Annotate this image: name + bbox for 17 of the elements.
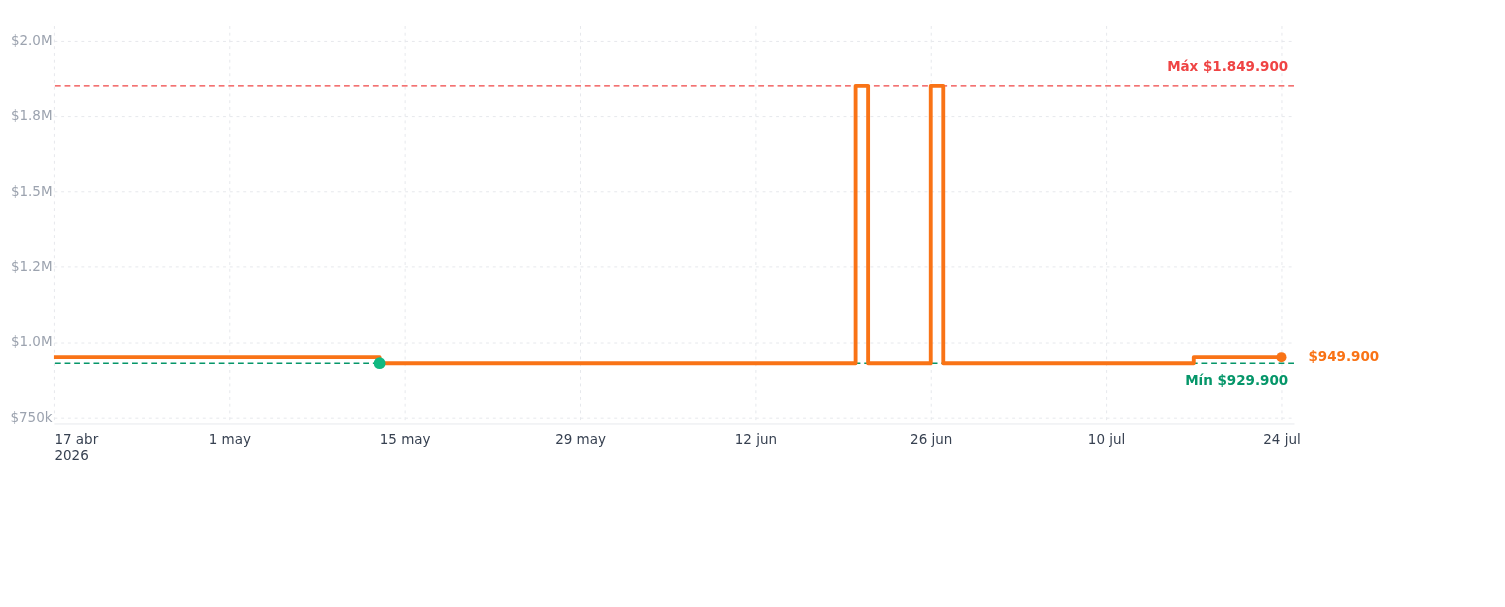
y-tick-label: $2.0M: [10, 31, 53, 48]
y-tick-label: $1.5M: [10, 182, 53, 199]
x-tick-label: 10 jul: [1087, 431, 1126, 448]
ref-line-label: Mín $929.900: [1185, 372, 1289, 389]
y-tick-label: $1.2M: [10, 258, 53, 275]
x-tick-label: 24 jul: [1263, 431, 1301, 448]
annotation: $949.900: [1308, 348, 1380, 365]
y-tick-label: $750k: [10, 408, 53, 425]
x-tick-label: 17 abr 2026: [54, 431, 99, 463]
ref-line-label: Máx $1.849.900: [1167, 58, 1289, 75]
y-tick-label: $1.8M: [10, 107, 53, 124]
x-tick-label: 15 may: [379, 431, 431, 448]
x-tick-label: 26 jun: [910, 431, 953, 448]
x-tick-label: 29 may: [555, 431, 606, 448]
x-tick-label: 1 may: [208, 431, 251, 448]
y-tick-label: $1.0M: [10, 333, 53, 350]
x-tick-label: 12 jun: [734, 431, 777, 448]
